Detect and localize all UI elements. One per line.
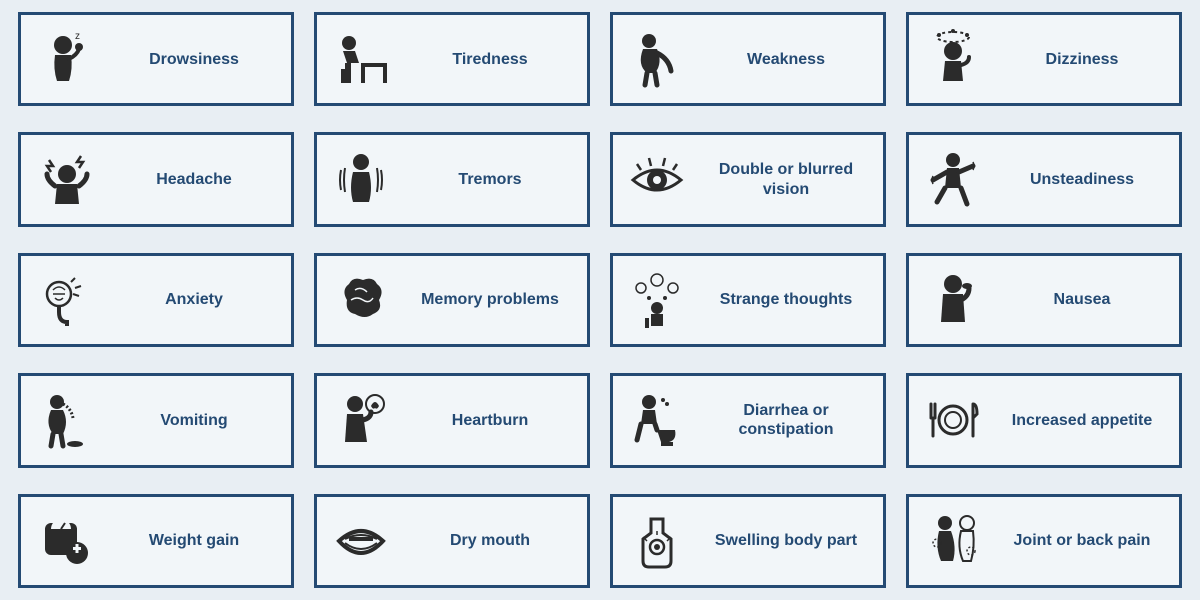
symptom-card-tiredness: Tiredness (314, 12, 590, 106)
symptom-card-swelling: Swelling body part (610, 494, 886, 588)
symptom-label: Headache (101, 170, 281, 189)
weakness-icon (621, 27, 693, 91)
symptom-label: Increased appetite (989, 411, 1169, 430)
headache-icon (29, 148, 101, 212)
eye-icon (621, 148, 693, 212)
symptom-label: Double or blurred vision (693, 160, 873, 198)
symptom-card-memory-problems: Memory problems (314, 253, 590, 347)
symptom-card-weakness: Weakness (610, 12, 886, 106)
symptom-card-nausea: Nausea (906, 253, 1182, 347)
symptom-card-vomiting: Vomiting (18, 373, 294, 467)
thoughts-icon (621, 268, 693, 332)
symptom-label: Memory problems (397, 290, 577, 309)
vomiting-icon (29, 388, 101, 452)
tremors-icon (325, 148, 397, 212)
symptom-card-dizziness: Dizziness (906, 12, 1182, 106)
symptom-card-weight-gain: Weight gain (18, 494, 294, 588)
symptom-card-blurred-vision: Double or blurred vision (610, 132, 886, 226)
symptom-label: Drowsiness (101, 50, 281, 69)
symptom-label: Tiredness (397, 50, 577, 69)
heartburn-icon (325, 388, 397, 452)
brain-icon (325, 268, 397, 332)
symptom-label: Unsteadiness (989, 170, 1169, 189)
symptom-card-diarrhea-constipation: Diarrhea or constipation (610, 373, 886, 467)
dizziness-icon (917, 27, 989, 91)
plate-icon (917, 388, 989, 452)
symptom-card-unsteadiness: Unsteadiness (906, 132, 1182, 226)
symptom-label: Diarrhea or constipation (693, 401, 873, 439)
symptom-card-anxiety: Anxiety (18, 253, 294, 347)
toilet-icon (621, 388, 693, 452)
symptom-card-joint-back-pain: Joint or back pain (906, 494, 1182, 588)
symptom-grid: Drowsiness Tiredness Weakness Dizziness Head… (18, 12, 1182, 588)
symptom-label: Weight gain (101, 531, 281, 550)
drowsiness-icon (29, 27, 101, 91)
symptom-label: Anxiety (101, 290, 281, 309)
symptom-label: Weakness (693, 50, 873, 69)
symptom-label: Dizziness (989, 50, 1169, 69)
symptom-label: Vomiting (101, 411, 281, 430)
symptom-card-dry-mouth: Dry mouth (314, 494, 590, 588)
swelling-icon (621, 509, 693, 573)
tiredness-icon (325, 27, 397, 91)
symptom-card-drowsiness: Drowsiness (18, 12, 294, 106)
symptom-label: Strange thoughts (693, 290, 873, 309)
symptom-label: Nausea (989, 290, 1169, 309)
nausea-icon (917, 268, 989, 332)
back-pain-icon (917, 509, 989, 573)
unsteadiness-icon (917, 148, 989, 212)
scale-icon (29, 509, 101, 573)
symptom-label: Dry mouth (397, 531, 577, 550)
mouth-icon (325, 509, 397, 573)
symptom-label: Joint or back pain (989, 531, 1169, 550)
symptom-card-tremors: Tremors (314, 132, 590, 226)
symptom-card-increased-appetite: Increased appetite (906, 373, 1182, 467)
symptom-card-strange-thoughts: Strange thoughts (610, 253, 886, 347)
anxiety-icon (29, 268, 101, 332)
symptom-label: Tremors (397, 170, 577, 189)
symptom-label: Heartburn (397, 411, 577, 430)
symptom-card-heartburn: Heartburn (314, 373, 590, 467)
symptom-card-headache: Headache (18, 132, 294, 226)
symptom-label: Swelling body part (693, 531, 873, 550)
